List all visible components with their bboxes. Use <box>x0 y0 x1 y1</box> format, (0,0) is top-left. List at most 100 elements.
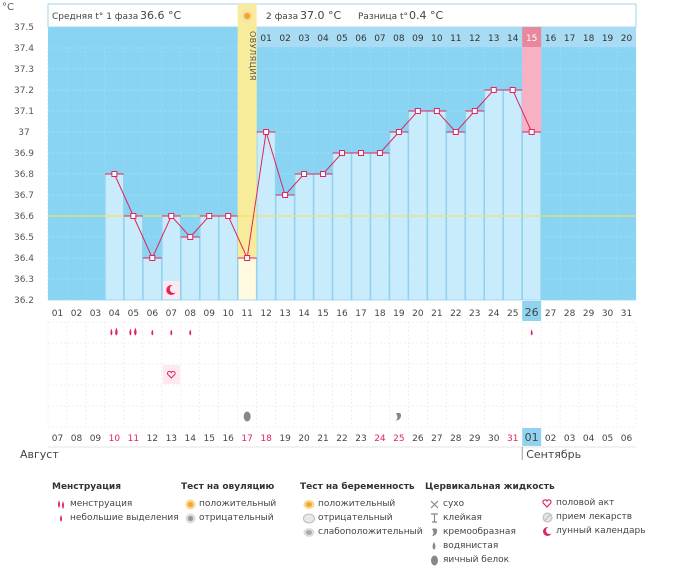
legend-item: небольшие выделения <box>52 511 179 525</box>
legend-item: слабоположительный <box>300 525 423 539</box>
cycle-day-label: 04 <box>109 309 121 319</box>
temp-point <box>414 108 421 114</box>
phase2-day-label: 17 <box>564 34 575 44</box>
cycle-day-label: 03 <box>90 309 101 319</box>
temp-point <box>225 213 232 219</box>
cycle-day-label: 16 <box>336 309 348 319</box>
pregnancy-positive-icon <box>300 499 318 510</box>
phase2-day-label: 07 <box>374 34 385 44</box>
temp-bar <box>465 110 485 301</box>
temp-point <box>471 108 478 114</box>
y-tick-label: 36.4 <box>14 254 34 264</box>
legend-label: клейкая <box>443 513 482 523</box>
temp-bar <box>218 215 238 301</box>
cycle-day-label: 13 <box>279 309 290 319</box>
date-label: 04 <box>583 434 595 444</box>
date-label: 21 <box>317 434 328 444</box>
temp-bar <box>484 89 503 301</box>
date-label: 25 <box>393 434 404 444</box>
phase2-day-label: 16 <box>545 34 557 44</box>
legend-label: менструация <box>70 499 133 509</box>
sun-icon-core <box>243 12 251 20</box>
phase2-header-strip <box>256 27 636 47</box>
temp-bar <box>124 215 143 301</box>
cycle-day-label: 02 <box>71 309 82 319</box>
legend-item: менструация <box>52 497 179 511</box>
bbt-chart: Средняя t° 1 фаза 36.6 °C 2 фаза 37.0 °C Раз… <box>2 2 637 461</box>
phase1-label: Средняя t° 1 фаза <box>52 12 138 22</box>
date-label: 28 <box>450 434 462 444</box>
temp-bar <box>181 236 200 301</box>
legend-title: Тест на овуляцию <box>181 482 275 492</box>
month-second: Сентябрь <box>526 448 581 461</box>
legend-item: водянистая <box>425 539 555 553</box>
temp-point <box>452 129 459 135</box>
phase2-day-label: 01 <box>260 34 271 44</box>
temp-point <box>244 255 251 261</box>
date-label: 31 <box>507 434 518 444</box>
temp-point <box>168 213 175 219</box>
date-label: 17 <box>241 434 252 444</box>
diff-label: Разница t° <box>358 12 408 22</box>
date-label: 03 <box>564 434 575 444</box>
date-label: 14 <box>185 434 197 444</box>
date-label: 24 <box>374 434 386 444</box>
today-day-cell <box>522 301 542 321</box>
legend-label: лунный календарь <box>556 526 646 536</box>
menstruation-heavy-icon <box>129 327 137 336</box>
temp-point <box>395 129 402 135</box>
legend-item: кремообразная <box>425 525 555 539</box>
y-tick-label: 37.4 <box>14 44 34 54</box>
cycle-day-label: 10 <box>222 309 234 319</box>
y-tick-label: 37.2 <box>14 86 34 96</box>
today-column-pink <box>522 47 542 132</box>
phase2-day-label: 05 <box>336 34 347 44</box>
y-tick-label: 36.5 <box>14 233 34 243</box>
watery-icon <box>425 541 443 551</box>
legend-other: половой акт прием лекарств лунный календ… <box>538 496 646 538</box>
menstruation-light-icon <box>189 329 192 336</box>
temp-bar <box>143 257 162 301</box>
legend-menstruation: Менструация менструация небольшие выделе… <box>52 482 179 525</box>
cycle-day-label: 23 <box>469 309 480 319</box>
temp-bar <box>313 173 333 301</box>
month-first: Август <box>20 448 59 461</box>
y-tick-label: 36.9 <box>14 149 34 159</box>
legend-item: яичный белок <box>425 553 555 567</box>
date-label: 07 <box>52 434 63 444</box>
legend-item: половой акт <box>538 496 646 510</box>
cycle-day-label: 26 <box>525 306 539 319</box>
phase2-day-label: 08 <box>393 34 405 44</box>
temp-bar <box>370 152 390 301</box>
cycle-day-label: 27 <box>545 309 556 319</box>
legend-item: положительный <box>300 497 423 511</box>
cycle-day-label: 31 <box>621 309 632 319</box>
y-tick-label: 37 <box>18 128 29 138</box>
menstruation-light-icon <box>170 329 173 336</box>
cycle-day-label: 22 <box>450 309 461 319</box>
drop-double-icon <box>52 499 70 510</box>
date-label: 09 <box>90 434 102 444</box>
y-tick-label: 36.8 <box>14 170 34 180</box>
date-label: 12 <box>147 434 158 444</box>
menstruation-light-icon <box>530 329 533 336</box>
date-label: 13 <box>166 434 177 444</box>
cycle-day-label: 01 <box>52 309 63 319</box>
temp-point <box>528 129 535 135</box>
temp-bar <box>408 110 428 301</box>
phase2-day-label: 19 <box>602 34 614 44</box>
legend-pregnancy-test: Тест на беременность положительный отриц… <box>300 482 423 539</box>
cycle-day-label: 17 <box>355 309 366 319</box>
phase2-label: 2 фаза <box>266 12 298 22</box>
legend-label: отрицательный <box>199 513 274 523</box>
date-label: 27 <box>431 434 442 444</box>
legend-label: кремообразная <box>443 527 516 537</box>
temp-bar <box>294 173 314 301</box>
legend-item: сухо <box>425 497 555 511</box>
temp-point <box>357 150 364 156</box>
legend-label: водянистая <box>443 541 499 551</box>
menstruation-light-icon <box>151 329 154 336</box>
legend-label: прием лекарств <box>556 512 633 522</box>
y-tick-label: 36.2 <box>14 296 34 306</box>
diff-value: 0.4 °C <box>409 9 443 22</box>
